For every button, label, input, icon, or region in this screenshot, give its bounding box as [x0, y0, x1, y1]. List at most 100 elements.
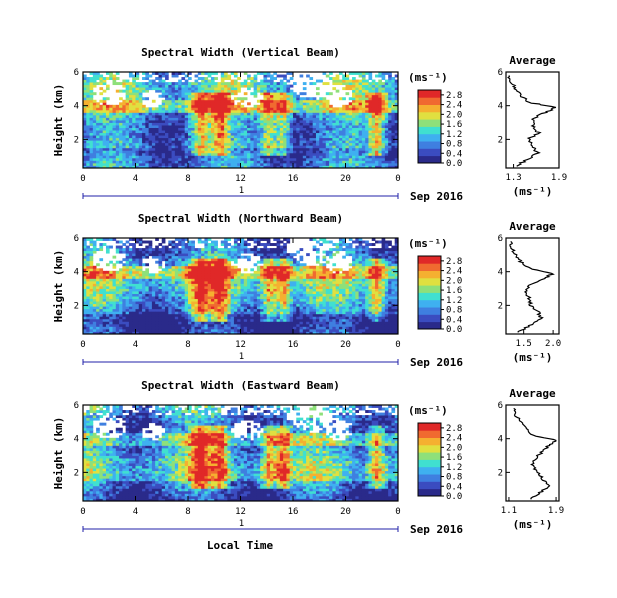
y-tick-label: 2: [74, 135, 79, 145]
colorbar: 0.00.40.81.21.62.02.42.8: [417, 422, 462, 502]
y-axis-label: Height (km): [52, 84, 65, 157]
colorbar-unit: (ms⁻¹): [408, 71, 448, 84]
avg-y-tick-label: 4: [498, 268, 503, 278]
average-profile: Average 1.3 1.9 2 4 6 (ms⁻¹): [498, 54, 568, 198]
panel-title: Spectral Width (Vertical Beam): [141, 46, 340, 59]
avg-x-tick-label: 1.5: [516, 339, 532, 349]
average-title: Average: [509, 220, 556, 233]
y-tick-label: 4: [74, 102, 79, 112]
colorbar-tick-label: 2.0: [446, 276, 462, 286]
avg-x-tick-label: 1.9: [551, 173, 567, 183]
x-tick-label: 4: [133, 507, 138, 517]
x-tick-label: 20: [340, 340, 351, 350]
colorbar-tick-label: 1.6: [446, 453, 462, 463]
y-tick-label: 2: [74, 301, 79, 311]
average-profile: Average 1.5 2.0 2 4 6 (ms⁻¹): [498, 220, 562, 364]
average-line: [509, 240, 555, 333]
day-marker: 1: [239, 186, 244, 196]
x-tick-label: 8: [185, 340, 190, 350]
colorbar-tick-label: 0.4: [446, 315, 462, 325]
x-tick-label: 12: [235, 340, 246, 350]
colorbar-tick-label: 1.6: [446, 286, 462, 296]
colorbar-tick-label: 0.0: [446, 159, 462, 169]
x-axis-label: Local Time: [207, 539, 274, 552]
average-line: [513, 407, 557, 500]
heatmap-cells: [83, 405, 399, 502]
y-tick-label: 4: [74, 435, 79, 445]
average-line: [507, 75, 557, 167]
colorbar-tick-label: 0.0: [446, 325, 462, 335]
colorbar-unit: (ms⁻¹): [408, 404, 448, 417]
colorbar-tick-label: 2.4: [446, 267, 462, 277]
date-label: Sep 2016: [410, 356, 463, 369]
colorbar-tick-label: 1.6: [446, 120, 462, 130]
colorbar-tick-label: 0.8: [446, 306, 462, 316]
panel-title: Spectral Width (Eastward Beam): [141, 379, 340, 392]
y-tick-label: 6: [74, 68, 79, 78]
colorbar-tick-label: 1.2: [446, 463, 462, 473]
colorbar-tick-label: 2.8: [446, 257, 462, 267]
colorbar-tick-label: 0.4: [446, 482, 462, 492]
avg-y-tick-label: 2: [498, 468, 503, 478]
avg-x-tick-label: 1.1: [501, 506, 517, 516]
colorbar-tick-label: 0.4: [446, 149, 462, 159]
avg-y-tick-label: 6: [498, 401, 503, 411]
y-axis-label: Height (km): [52, 250, 65, 323]
x-tick-label: 0: [80, 340, 85, 350]
x-tick-label: 8: [185, 507, 190, 517]
x-tick-label: 4: [133, 174, 138, 184]
date-label: Sep 2016: [410, 190, 463, 203]
heatmap-cells: [83, 238, 399, 335]
avg-x-unit: (ms⁻¹): [513, 351, 553, 364]
y-axis-label: Height (km): [52, 417, 65, 490]
average-title: Average: [509, 54, 556, 67]
colorbar-tick-label: 2.8: [446, 91, 462, 101]
avg-y-tick-label: 6: [498, 234, 503, 244]
date-label: Sep 2016: [410, 523, 463, 536]
y-tick-label: 2: [74, 468, 79, 478]
panel-1: Spectral Width (Vertical Beam)0 4 8 12 16 20 0…: [52, 46, 567, 203]
x-tick-label: 16: [288, 174, 299, 184]
x-tick-label: 12: [235, 507, 246, 517]
colorbar-tick-label: 0.8: [446, 140, 462, 150]
average-title: Average: [509, 387, 556, 400]
colorbar: 0.00.40.81.21.62.02.42.8: [417, 255, 462, 335]
colorbar-tick-label: 1.2: [446, 296, 462, 306]
colorbar-tick-label: 2.4: [446, 434, 462, 444]
x-tick-label: 12: [235, 174, 246, 184]
colorbar-tick-label: 2.0: [446, 443, 462, 453]
colorbar-tick-label: 2.0: [446, 110, 462, 120]
avg-x-unit: (ms⁻¹): [513, 185, 553, 198]
colorbar-unit: (ms⁻¹): [408, 237, 448, 250]
x-tick-label: 0: [395, 507, 400, 517]
x-tick-label: 8: [185, 174, 190, 184]
x-tick-label: 16: [288, 340, 299, 350]
avg-y-tick-label: 4: [498, 102, 503, 112]
day-marker: 1: [239, 352, 244, 362]
avg-x-tick-label: 1.9: [548, 506, 564, 516]
colorbar-tick-label: 0.8: [446, 473, 462, 483]
x-tick-label: 4: [133, 340, 138, 350]
colorbar-tick-label: 2.4: [446, 101, 462, 111]
panel-2: Spectral Width (Northward Beam)0 4 8 12 16 20…: [52, 212, 561, 369]
y-tick-label: 6: [74, 401, 79, 411]
colorbar-tick-label: 0.0: [446, 492, 462, 502]
avg-y-tick-label: 2: [498, 135, 503, 145]
avg-y-tick-label: 2: [498, 301, 503, 311]
colorbar: 0.00.40.81.21.62.02.42.8: [417, 89, 462, 169]
x-tick-label: 0: [80, 174, 85, 184]
x-tick-label: 0: [395, 340, 400, 350]
colorbar-tick-label: 1.2: [446, 130, 462, 140]
day-marker: 1: [239, 519, 244, 529]
x-tick-label: 20: [340, 507, 351, 517]
panel-title: Spectral Width (Northward Beam): [138, 212, 343, 225]
x-tick-label: 16: [288, 507, 299, 517]
y-tick-label: 6: [74, 234, 79, 244]
x-tick-label: 0: [395, 174, 400, 184]
average-profile: Average 1.1 1.9 2 4 6 (ms⁻¹): [498, 387, 565, 531]
avg-y-tick-label: 6: [498, 68, 503, 78]
avg-y-tick-label: 4: [498, 435, 503, 445]
heatmap-cells: [83, 72, 399, 169]
x-tick-label: 20: [340, 174, 351, 184]
